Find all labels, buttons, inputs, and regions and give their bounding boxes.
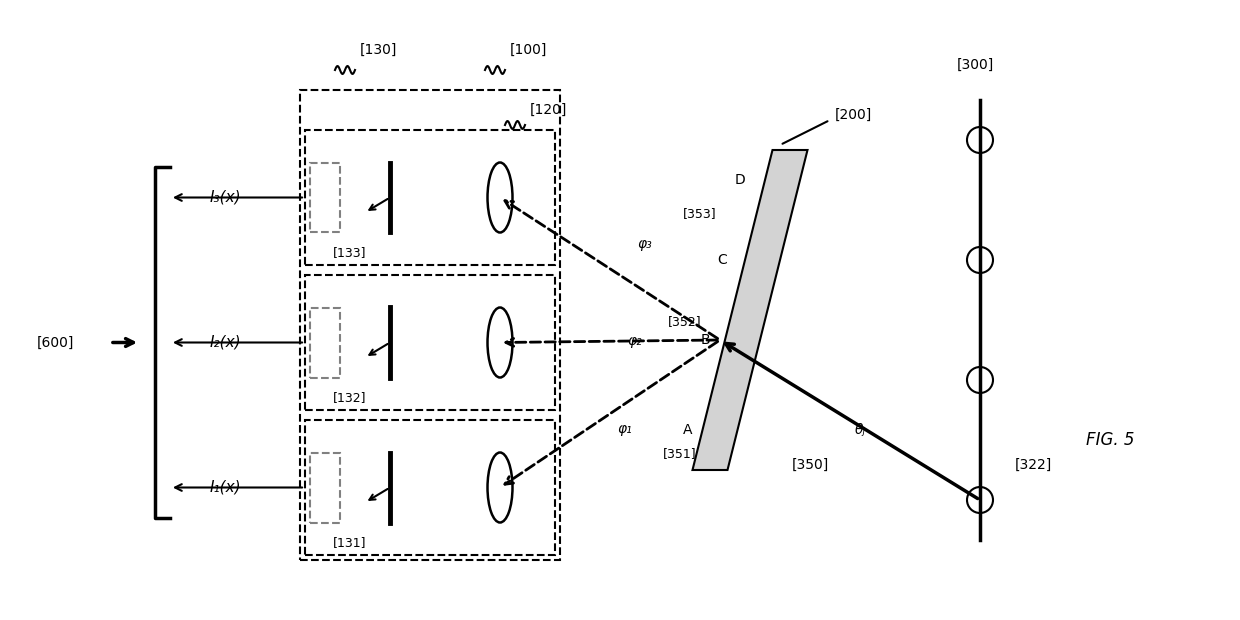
- Text: φ₁: φ₁: [618, 422, 632, 436]
- Text: [131]: [131]: [334, 536, 367, 549]
- Text: A: A: [683, 423, 693, 437]
- Text: [350]: [350]: [791, 458, 828, 472]
- Text: [600]: [600]: [36, 335, 73, 350]
- Text: I₁(x): I₁(x): [210, 480, 242, 495]
- Text: I₃(x): I₃(x): [210, 190, 242, 205]
- Text: [200]: [200]: [835, 108, 872, 122]
- Text: [353]: [353]: [683, 207, 717, 220]
- Text: [351]: [351]: [663, 447, 697, 460]
- Ellipse shape: [487, 162, 512, 232]
- Text: [300]: [300]: [956, 58, 993, 72]
- Text: [322]: [322]: [1016, 458, 1053, 472]
- Text: C: C: [717, 253, 727, 267]
- Polygon shape: [692, 150, 807, 470]
- Text: D: D: [734, 173, 745, 187]
- Text: [100]: [100]: [510, 43, 547, 57]
- Text: φ₃: φ₃: [637, 237, 652, 250]
- Ellipse shape: [487, 453, 512, 523]
- Text: [132]: [132]: [334, 391, 367, 404]
- Text: [352]: [352]: [668, 315, 702, 328]
- Text: [120]: [120]: [529, 103, 568, 117]
- Text: φ₂: φ₂: [627, 334, 642, 348]
- Text: θⱼ: θⱼ: [854, 423, 866, 437]
- Text: [133]: [133]: [334, 246, 367, 259]
- Text: [130]: [130]: [360, 43, 397, 57]
- Text: I₂(x): I₂(x): [210, 335, 242, 350]
- Ellipse shape: [487, 308, 512, 378]
- Text: B: B: [701, 333, 709, 347]
- Text: FIG. 5: FIG. 5: [1086, 431, 1135, 449]
